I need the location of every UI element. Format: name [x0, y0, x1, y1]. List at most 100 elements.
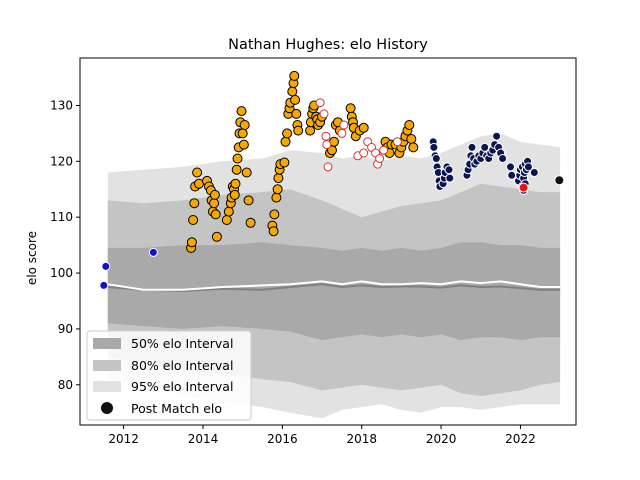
- elo-point-orange: [305, 125, 316, 136]
- elo-point-orange: [239, 120, 250, 130]
- median-line: [107, 283, 561, 292]
- elo-point-orange: [290, 94, 301, 105]
- elo-point-orange: [358, 122, 369, 133]
- legend-marker-post-match: [101, 402, 113, 414]
- elo-point-orange: [192, 167, 203, 178]
- elo-point-navy: [444, 165, 454, 175]
- elo-point-orange: [268, 226, 279, 237]
- elo-point-orange: [406, 134, 417, 144]
- x-tick-label: 2016: [267, 432, 298, 446]
- elo-point-hollow-red: [322, 140, 332, 150]
- elo-point-orange: [229, 189, 240, 200]
- elo-point-hollow-red: [392, 137, 402, 147]
- elo-point-blue: [148, 247, 158, 257]
- elo-point-navy: [498, 154, 508, 163]
- elo-point-navy: [506, 162, 515, 172]
- x-axis: 2012 2014 2016 2018 2020 2022: [108, 425, 536, 446]
- elo-point-orange: [282, 128, 293, 139]
- x-tick-label: 2018: [346, 432, 377, 446]
- elo-point-orange: [408, 142, 419, 153]
- chart-title: Nathan Hughes: elo History: [228, 37, 428, 53]
- elo-point-orange: [209, 189, 220, 200]
- elo-point-hollow-red: [323, 162, 333, 172]
- legend-box: [86, 330, 252, 421]
- legend-label-50: 50% elo Interval: [131, 336, 233, 351]
- elo-point-orange: [241, 167, 252, 178]
- mean-line: [107, 280, 561, 291]
- elo-point-hollow-red: [379, 145, 389, 155]
- elo-point-navy: [431, 154, 441, 163]
- elo-point-red: [518, 182, 529, 193]
- elo-point-navy: [523, 162, 533, 172]
- elo-point-orange: [273, 173, 284, 184]
- elo-point-orange: [189, 198, 200, 209]
- legend-swatch-95: [93, 381, 121, 392]
- elo-point-orange: [291, 108, 302, 119]
- legend-label-95: 95% elo Interval: [131, 379, 233, 394]
- y-axis-label: elo score: [25, 231, 39, 285]
- elo-point-navy: [480, 142, 490, 152]
- plot-frame: [79, 57, 577, 426]
- elo-point-orange: [210, 209, 221, 220]
- elo-point-orange: [188, 215, 199, 225]
- elo-point-orange: [289, 70, 300, 81]
- x-tick-label: 2012: [108, 432, 139, 446]
- x-tick-label: 2014: [188, 432, 219, 446]
- elo-points: [99, 70, 565, 290]
- legend-swatch-50: [93, 338, 121, 349]
- elo-point-orange: [209, 198, 220, 209]
- elo-point-hollow-red: [321, 131, 331, 141]
- elo-point-black: [554, 175, 565, 186]
- y-tick-label: 80: [58, 378, 73, 392]
- elo-point-orange: [404, 120, 415, 130]
- y-axis: 80 90 100 110 120 130: [50, 98, 80, 392]
- elo-point-navy: [507, 170, 517, 180]
- elo-point-blue: [99, 280, 109, 290]
- elo-point-orange: [231, 164, 242, 175]
- elo-point-orange: [271, 192, 282, 203]
- elo-point-orange: [280, 136, 291, 147]
- legend-swatch-80: [93, 360, 121, 371]
- elo-point-orange: [279, 157, 290, 168]
- elo-point-navy: [467, 142, 477, 152]
- y-tick-label: 100: [50, 266, 73, 280]
- y-tick-label: 130: [50, 98, 73, 112]
- elo-point-blue: [101, 261, 111, 271]
- elo-point-hollow-red: [375, 154, 385, 163]
- band-50: [107, 242, 561, 341]
- elo-point-orange: [243, 195, 254, 206]
- elo-point-orange: [232, 153, 243, 164]
- legend: 50% elo Interval 80% elo Interval 95% el…: [86, 330, 252, 421]
- elo-point-navy: [445, 173, 455, 183]
- legend-label-80: 80% elo Interval: [131, 358, 233, 373]
- legend-label-post-match: Post Match elo: [131, 401, 222, 416]
- elo-point-orange: [186, 237, 197, 248]
- elo-point-navy: [429, 142, 439, 152]
- elo-point-hollow-red: [337, 128, 347, 138]
- elo-point-hollow-red: [319, 109, 329, 119]
- elo-point-orange: [230, 178, 241, 189]
- elo-point-navy: [529, 168, 539, 177]
- elo-point-hollow-red: [315, 98, 325, 108]
- elo-point-orange: [236, 106, 247, 117]
- elo-point-orange: [238, 139, 249, 150]
- elo-point-orange: [272, 184, 283, 195]
- elo-point-hollow-red: [359, 148, 369, 158]
- x-tick-label: 2020: [426, 432, 457, 446]
- elo-point-orange: [287, 86, 298, 97]
- elo-point-orange: [237, 128, 248, 139]
- x-tick-label: 2022: [505, 432, 536, 446]
- elo-point-hollow-red: [339, 120, 349, 130]
- elo-point-orange: [293, 125, 304, 136]
- y-tick-label: 120: [50, 154, 73, 168]
- elo-point-orange: [221, 215, 232, 225]
- elo-point-navy: [492, 131, 502, 141]
- elo-point-orange: [245, 217, 256, 228]
- elo-point-orange: [345, 103, 356, 114]
- elo-point-orange: [223, 206, 234, 217]
- elo-point-orange: [269, 209, 280, 220]
- y-tick-label: 110: [50, 210, 73, 224]
- elo-point-orange: [211, 231, 222, 242]
- y-tick-label: 90: [58, 322, 73, 336]
